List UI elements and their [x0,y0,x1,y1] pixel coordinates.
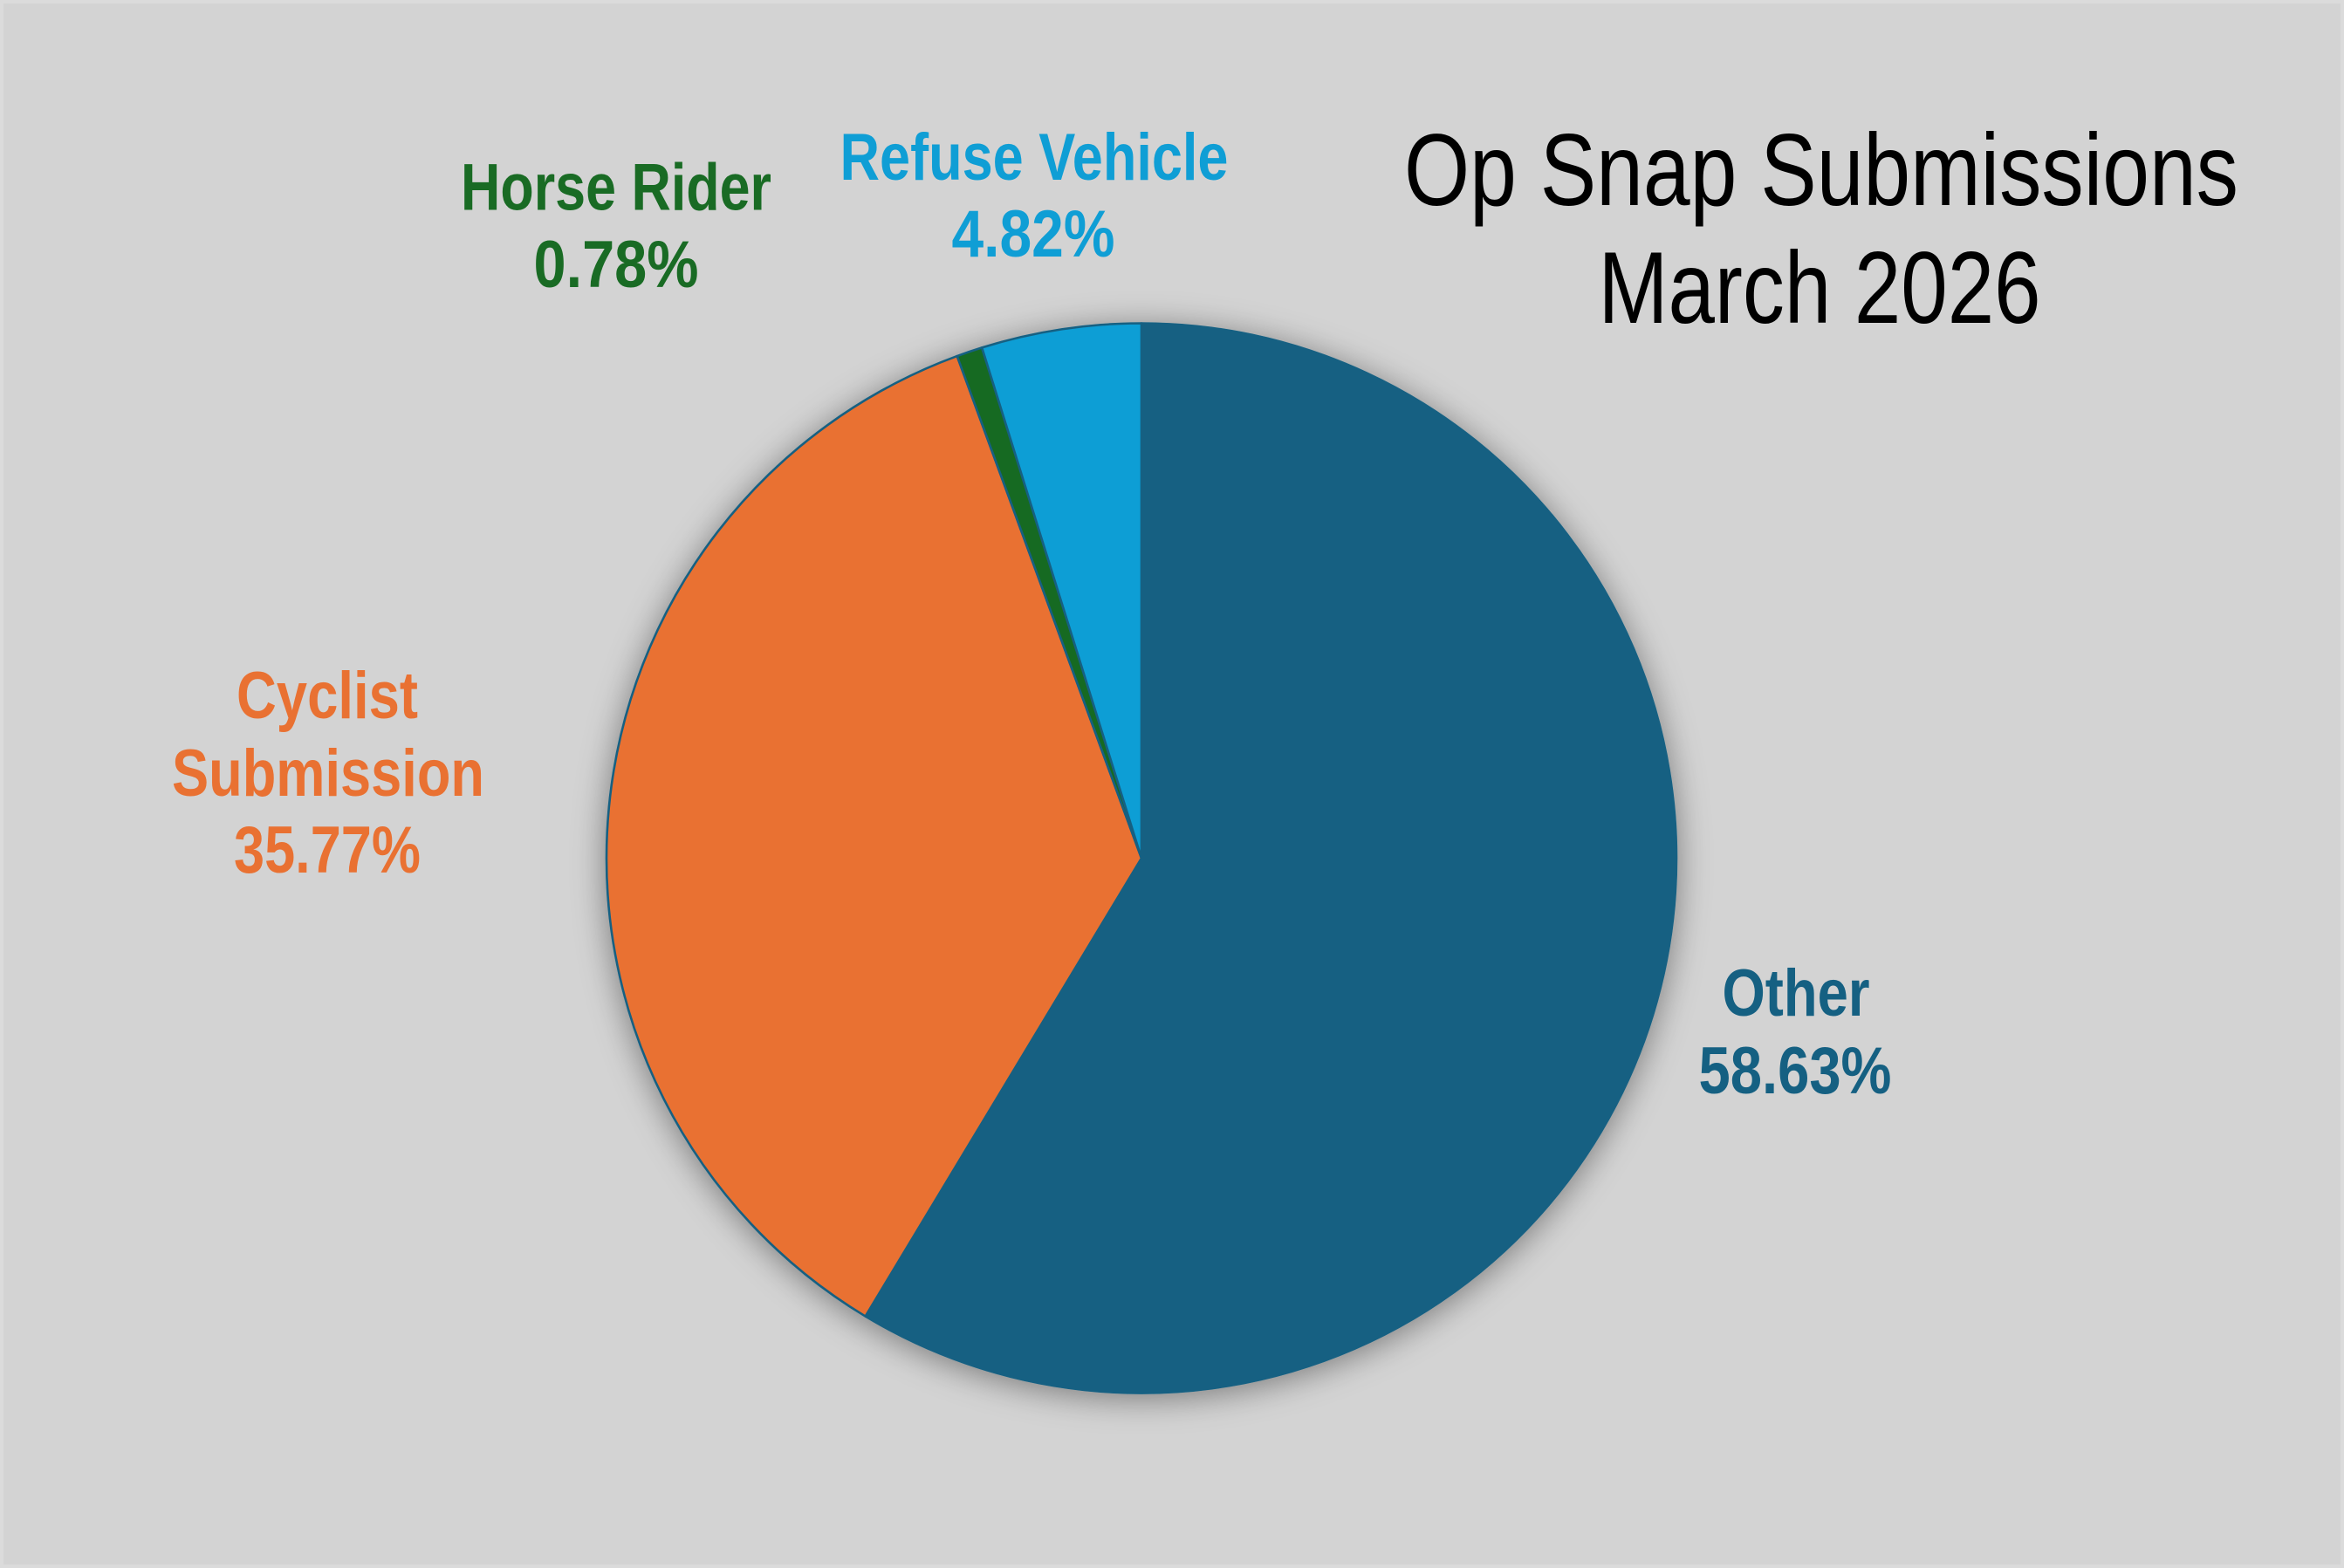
svg-text:Cyclist: Cyclist [236,659,418,733]
svg-text:4.82%: 4.82% [952,197,1115,271]
svg-text:Horse Rider: Horse Rider [461,151,771,225]
svg-text:Op Snap Submissions: Op Snap Submissions [1404,113,2238,227]
svg-text:Submission: Submission [172,736,484,811]
svg-text:Other: Other [1723,956,1870,1030]
svg-text:0.78%: 0.78% [534,228,699,302]
svg-text:35.77%: 35.77% [234,813,421,887]
svg-text:58.63%: 58.63% [1699,1034,1892,1108]
svg-text:March 2026: March 2026 [1599,230,2041,345]
svg-text:Refuse Vehicle: Refuse Vehicle [840,120,1229,195]
